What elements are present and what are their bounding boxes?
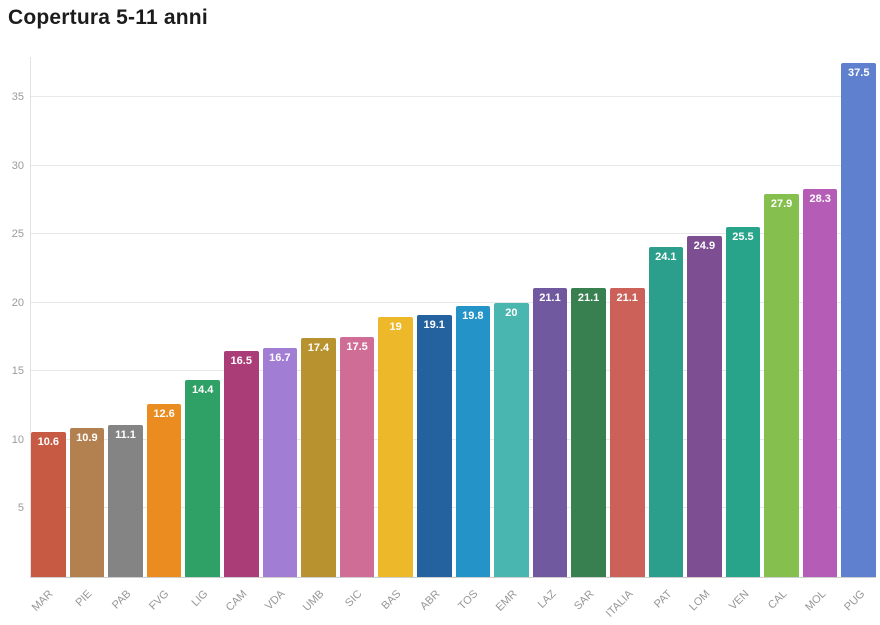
bar-value-label: 16.7 [269, 352, 291, 365]
bar-vda: 16.7 [262, 348, 298, 577]
chart-title: Copertura 5-11 anni [8, 6, 208, 29]
bar-value-label: 27.9 [770, 198, 793, 211]
bar-cal: 27.9 [764, 194, 799, 577]
bar-italia: 21.1 [609, 287, 645, 577]
bar-value-label: 25.5 [732, 231, 754, 244]
bar-value-label: 24.1 [655, 250, 677, 263]
bar-mol: 28.3 [802, 189, 838, 577]
y-axis-tick-label: 10 [11, 433, 24, 446]
bar-sar: 21.1 [571, 287, 606, 577]
bar-ven: 25.5 [725, 227, 761, 577]
bar-value-label: 21.1 [577, 291, 600, 304]
bar-emr: 20 [494, 302, 529, 577]
bar-value-label: 19.1 [423, 319, 445, 332]
bar-value-label: 19 [389, 320, 402, 333]
gridline [31, 96, 876, 98]
x-axis-label-mar: MAR [30, 588, 56, 614]
gridline [31, 301, 876, 303]
bar-value-label: 16.5 [230, 354, 252, 367]
bar-umb: 17.4 [301, 338, 336, 577]
y-axis-tick-label: 25 [11, 228, 24, 241]
bar-value-label: 17.5 [346, 341, 368, 354]
bar-mar: 10.6 [31, 431, 66, 577]
bar-value-label: 20 [505, 306, 518, 319]
bar-value-label: 11.1 [115, 428, 136, 441]
bar-pab: 11.1 [108, 424, 143, 577]
bar-value-label: 21.1 [539, 291, 561, 304]
gridline [31, 233, 876, 235]
bar-fvg: 12.6 [146, 404, 182, 577]
bar-value-label: 19.8 [462, 309, 484, 322]
y-axis-tick-label: 5 [17, 502, 24, 515]
gridline [31, 438, 876, 440]
x-axis-labels: MAR PIE PAB FVG LIG CAM VDA UMB SIC BAS ABR TOS EMR L… [30, 582, 876, 624]
bar-pie: 10.9 [69, 427, 105, 577]
bar-lom: 24.9 [687, 235, 722, 577]
bar-value-label: 10.6 [37, 435, 59, 448]
bar-sic: 17.5 [339, 337, 375, 577]
bar-value-label: 37.5 [848, 66, 870, 79]
y-axis-tick-label: 35 [11, 91, 24, 104]
bar-abr: 19.1 [416, 315, 452, 577]
bar-value-label: 24.9 [693, 239, 716, 252]
gridline [31, 164, 876, 166]
bar-value-label: 14.4 [191, 383, 214, 396]
gridline [31, 370, 876, 372]
bar-value-label: 10.9 [76, 431, 98, 444]
bar-value-label: 12.6 [153, 408, 175, 421]
y-axis-tick-label: 15 [11, 365, 24, 378]
bar-value-label: 21.1 [616, 291, 638, 304]
y-axis-tick-label: 30 [11, 159, 24, 172]
plot-area: 10.6 10.9 11.1 12.6 14.4 16.5 16.7 17.4 17.5 19 19… [12, 57, 877, 578]
y-axis-tick-label: 20 [11, 296, 24, 309]
bar-pat: 24.1 [648, 246, 684, 577]
bar-bas: 19 [378, 316, 413, 577]
bar-value-label: 28.3 [809, 193, 831, 205]
bar-lig: 14.4 [185, 379, 220, 577]
gridline [31, 507, 876, 509]
bar-tos: 19.8 [455, 305, 491, 577]
bar-cam: 16.5 [223, 350, 259, 577]
bar-laz: 21.1 [532, 287, 568, 577]
bars-container: 10.6 10.9 11.1 12.6 14.4 16.5 16.7 17.4 17.5 19 19… [31, 57, 877, 577]
bar-value-label: 17.4 [307, 342, 330, 355]
bar-pug: 37.5 [841, 62, 877, 577]
